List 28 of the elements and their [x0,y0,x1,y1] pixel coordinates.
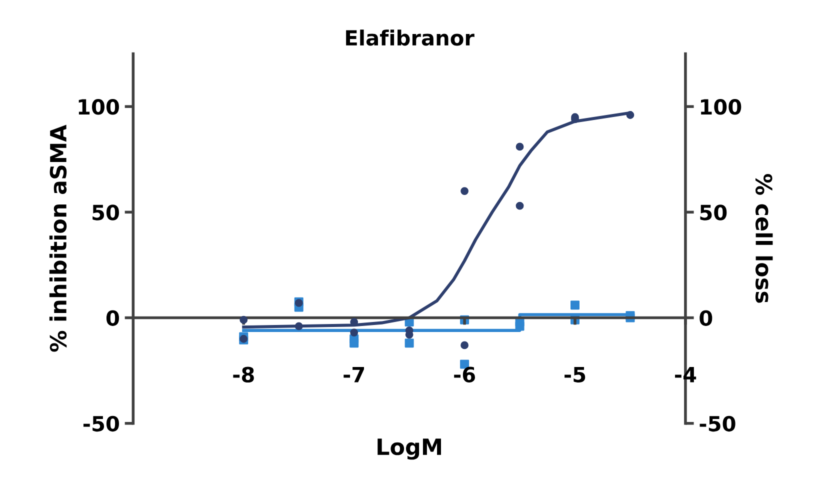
x-tick-label: -5 [564,367,586,382]
chart-title: Elafibranor [346,30,474,46]
point [516,202,524,210]
x-axis-title: LogM [378,438,441,460]
point [515,322,524,331]
point [460,187,468,195]
x-tick-label: -8 [233,366,254,382]
y-tick-label: 50 [92,204,119,220]
y2-tick-label: 100 [701,99,742,115]
point [404,338,414,348]
y-axis-title: % inhibition aSMA [49,124,67,352]
y2-tick-label: -50 [700,416,736,432]
point [350,338,359,348]
y2-tick-label: 0 [700,310,712,326]
x-tick-label: -6 [454,366,475,382]
y-tick-label: 100 [78,99,119,115]
y-tick-label: 0 [106,310,119,326]
x-tick-label: -7 [344,367,364,382]
point [350,328,358,336]
point [460,341,468,350]
y2-axis-title: % cell loss [756,174,773,303]
point [626,111,634,119]
point [570,300,580,310]
y-tick-label: -50 [83,416,119,432]
point [240,316,248,324]
point [294,322,303,330]
y2-tick-label: 50 [700,204,727,220]
point [516,142,524,151]
